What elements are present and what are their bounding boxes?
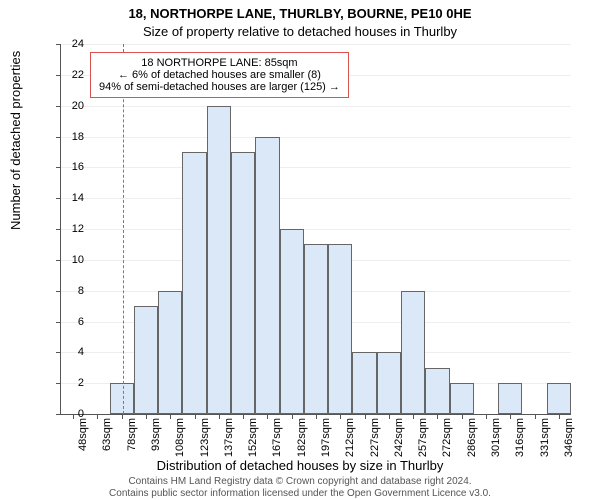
x-tick-label: 301sqm: [490, 418, 502, 457]
x-tick-label: 257sqm: [417, 418, 429, 457]
x-tick-mark: [365, 414, 366, 419]
y-tick-label: 4: [54, 346, 84, 358]
x-tick-mark: [267, 414, 268, 419]
y-tick-label: 22: [54, 69, 84, 81]
x-tick-label: 48sqm: [77, 418, 89, 451]
x-tick-mark: [486, 414, 487, 419]
histogram-bar: [182, 152, 206, 414]
gridline: [61, 137, 571, 138]
gridline: [61, 167, 571, 168]
x-tick-mark: [170, 414, 171, 419]
histogram-bar: [377, 352, 401, 414]
y-tick-label: 10: [54, 254, 84, 266]
y-axis-label: Number of detached properties: [8, 51, 23, 230]
histogram-bar: [110, 383, 134, 414]
x-tick-mark: [243, 414, 244, 419]
x-tick-mark: [195, 414, 196, 419]
x-tick-label: 346sqm: [563, 418, 575, 457]
plot-area: 48sqm63sqm78sqm93sqm108sqm123sqm137sqm15…: [60, 44, 571, 415]
x-tick-mark: [389, 414, 390, 419]
x-tick-label: 227sqm: [369, 418, 381, 457]
x-tick-label: 331sqm: [539, 418, 551, 457]
x-tick-label: 152sqm: [247, 418, 259, 457]
x-tick-label: 197sqm: [320, 418, 332, 457]
histogram-bar: [352, 352, 376, 414]
histogram-bar: [134, 306, 158, 414]
chart-area: 48sqm63sqm78sqm93sqm108sqm123sqm137sqm15…: [60, 44, 570, 414]
x-axis-label: Distribution of detached houses by size …: [0, 458, 600, 473]
y-tick-label: 20: [54, 100, 84, 112]
y-tick-label: 0: [54, 408, 84, 420]
y-tick-label: 2: [54, 377, 84, 389]
x-tick-label: 286sqm: [466, 418, 478, 457]
x-tick-mark: [559, 414, 560, 419]
annotation-line2: ← 6% of detached houses are smaller (8): [99, 69, 340, 81]
gridline: [61, 44, 571, 45]
x-tick-mark: [462, 414, 463, 419]
gridline: [61, 198, 571, 199]
x-tick-label: 272sqm: [441, 418, 453, 457]
histogram-bar: [401, 291, 425, 414]
x-tick-mark: [292, 414, 293, 419]
x-tick-label: 167sqm: [271, 418, 283, 457]
histogram-bar: [547, 383, 571, 414]
x-tick-label: 63sqm: [101, 418, 113, 451]
histogram-bar: [498, 383, 522, 414]
chart-title-line2: Size of property relative to detached ho…: [0, 24, 600, 39]
x-tick-label: 137sqm: [223, 418, 235, 457]
annotation-line1: 18 NORTHORPE LANE: 85sqm: [99, 57, 340, 69]
x-tick-label: 242sqm: [393, 418, 405, 457]
y-tick-label: 14: [54, 192, 84, 204]
x-tick-label: 316sqm: [514, 418, 526, 457]
x-tick-mark: [510, 414, 511, 419]
histogram-bar: [304, 244, 328, 414]
footer-line2: Contains public sector information licen…: [0, 488, 600, 499]
y-tick-label: 18: [54, 131, 84, 143]
histogram-bar: [231, 152, 255, 414]
x-tick-mark: [219, 414, 220, 419]
x-tick-mark: [316, 414, 317, 419]
x-tick-label: 123sqm: [199, 418, 211, 457]
x-tick-mark: [413, 414, 414, 419]
y-tick-label: 16: [54, 161, 84, 173]
marker-line: [123, 44, 124, 414]
y-tick-label: 8: [54, 285, 84, 297]
histogram-bar: [280, 229, 304, 414]
y-tick-label: 24: [54, 38, 84, 50]
x-tick-label: 78sqm: [126, 418, 138, 451]
x-tick-label: 93sqm: [150, 418, 162, 451]
x-tick-mark: [535, 414, 536, 419]
y-tick-label: 6: [54, 316, 84, 328]
x-tick-label: 212sqm: [344, 418, 356, 457]
gridline: [61, 229, 571, 230]
x-tick-label: 182sqm: [296, 418, 308, 457]
annotation-line3: 94% of semi-detached houses are larger (…: [99, 81, 340, 93]
footer-line1: Contains HM Land Registry data © Crown c…: [0, 476, 600, 487]
histogram-bar: [207, 106, 231, 414]
x-tick-mark: [340, 414, 341, 419]
x-tick-mark: [437, 414, 438, 419]
histogram-bar: [255, 137, 279, 415]
x-tick-mark: [122, 414, 123, 419]
histogram-bar: [425, 368, 449, 414]
x-tick-mark: [146, 414, 147, 419]
histogram-bar: [158, 291, 182, 414]
chart-title-line1: 18, NORTHORPE LANE, THURLBY, BOURNE, PE1…: [0, 6, 600, 21]
gridline: [61, 106, 571, 107]
histogram-bar: [450, 383, 474, 414]
x-tick-mark: [97, 414, 98, 419]
y-tick-label: 12: [54, 223, 84, 235]
histogram-bar: [328, 244, 352, 414]
x-tick-label: 108sqm: [174, 418, 186, 457]
annotation-box: 18 NORTHORPE LANE: 85sqm ← 6% of detache…: [90, 52, 349, 98]
